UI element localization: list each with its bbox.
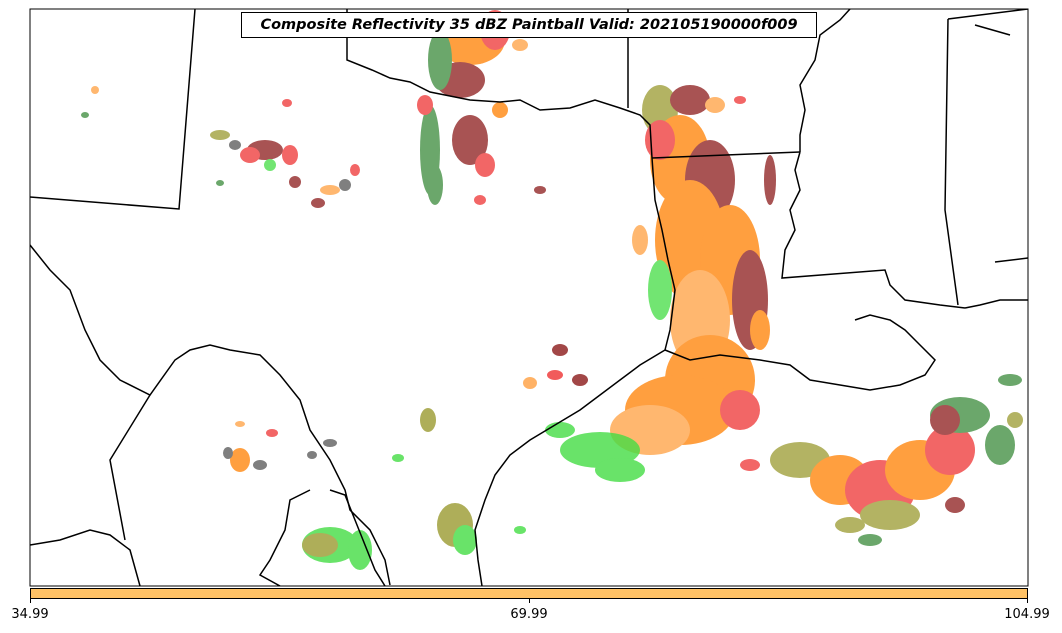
- colorbar-label-max: 104.99: [1004, 607, 1050, 622]
- state-boundary-nm-panhandle: [30, 9, 196, 210]
- boundaries: [30, 9, 1028, 586]
- coastline-louisiana: [664, 314, 936, 391]
- coastline-texas: [474, 349, 666, 586]
- state-boundary-ga: [974, 24, 1011, 36]
- storm-cluster-south-texas: [302, 344, 645, 570]
- coastline-gulf-east: [964, 299, 1028, 309]
- colorbar-tick-mid: [529, 599, 530, 603]
- colorbar-label-min: 34.99: [11, 607, 49, 622]
- state-boundary-la-ms: [781, 151, 966, 309]
- border-mexico-state-3: [258, 489, 311, 586]
- state-boundary-al-fl: [994, 257, 1028, 263]
- border-mexico-state-2: [109, 394, 151, 541]
- colorbar-tick-min: [30, 599, 31, 603]
- border-mexico-state: [30, 529, 141, 586]
- colorbar: [30, 588, 1028, 599]
- state-boundary-red-river: [346, 9, 653, 159]
- storm-cluster-gulf: [740, 374, 1023, 546]
- state-boundary-ar-la: [651, 151, 801, 159]
- state-boundary-sabine: [651, 157, 676, 351]
- state-boundary-mississippi-river: [799, 9, 851, 152]
- state-boundary-tn: [947, 9, 1028, 20]
- squall-line-east-texas: [610, 85, 776, 455]
- border-mexico-state-4: [329, 489, 386, 586]
- state-boundary-ms-al: [944, 18, 959, 306]
- map-title: Composite Reflectivity 35 dBZ Paintball …: [241, 12, 817, 38]
- storm-cluster-west-texas: [81, 86, 360, 472]
- colorbar-label-mid: 69.99: [510, 607, 548, 622]
- colorbar-tick-max: [1027, 599, 1028, 603]
